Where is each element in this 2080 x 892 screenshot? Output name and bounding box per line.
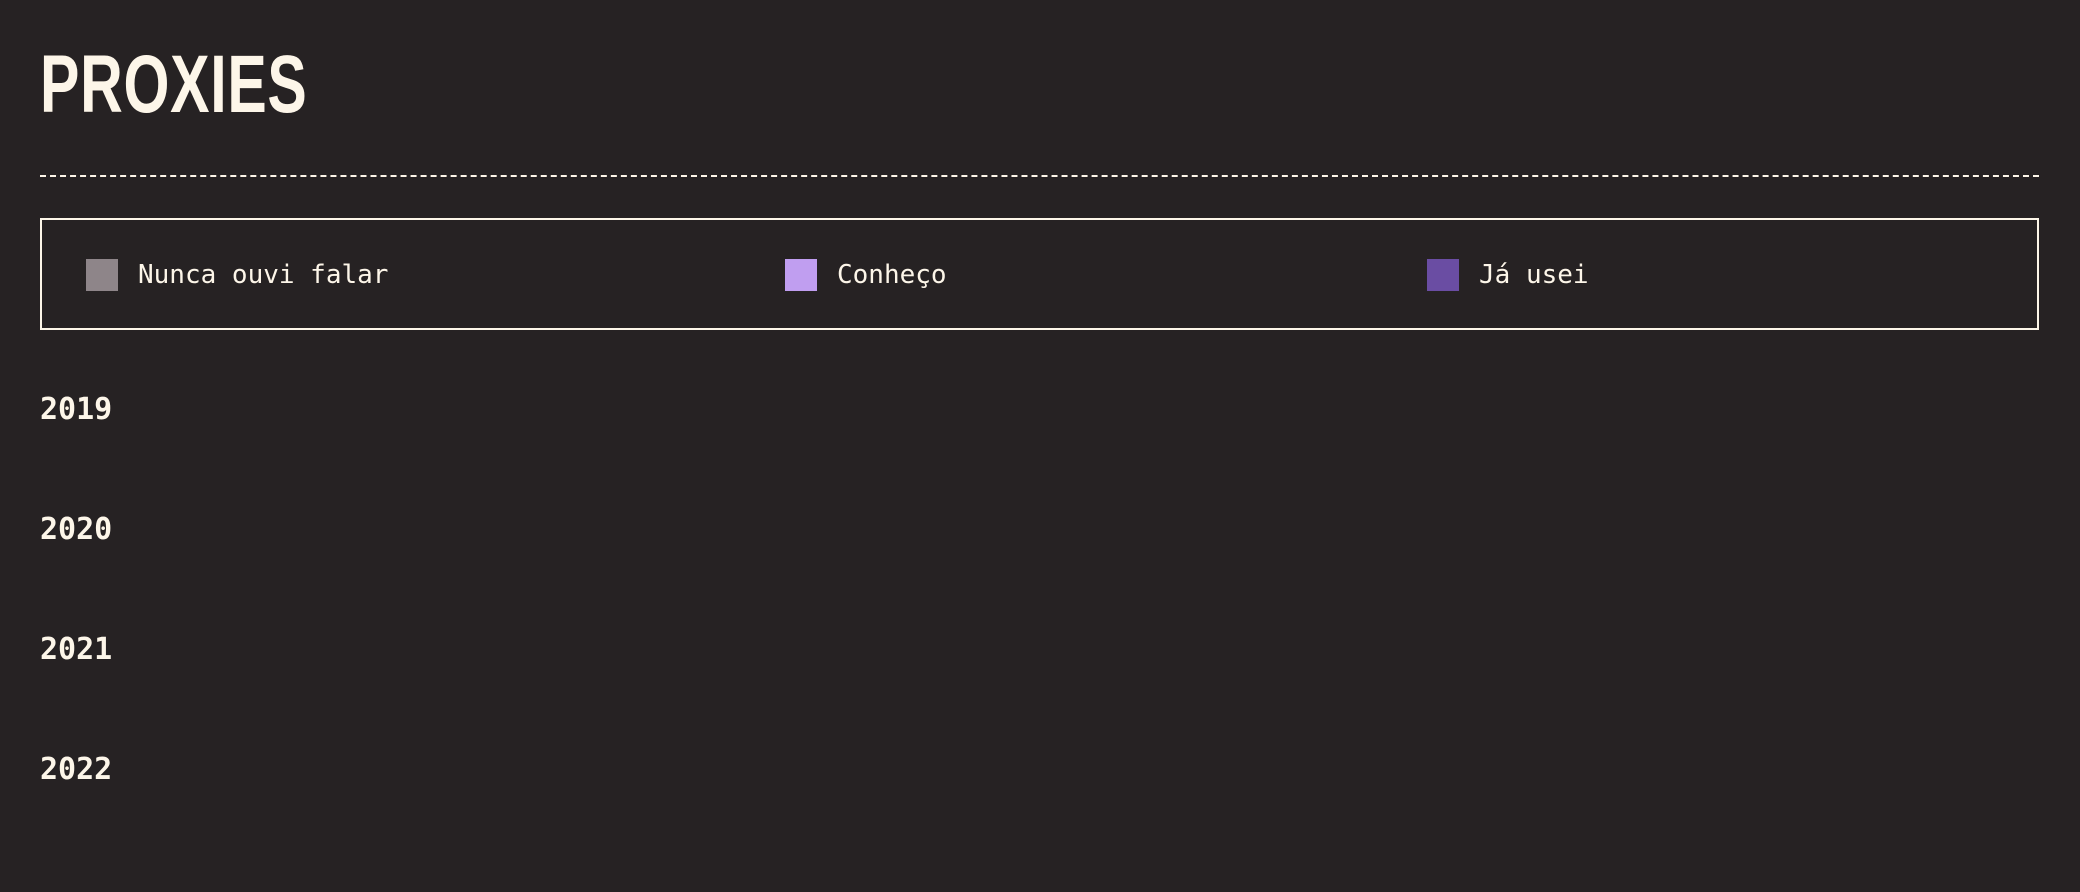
year-label: 2022 bbox=[40, 752, 113, 787]
legend-swatch bbox=[86, 259, 118, 291]
divider bbox=[40, 175, 2039, 177]
legend-item: Conheço bbox=[785, 259, 947, 291]
legend: Nunca ouvi falar Conheço Já usei bbox=[40, 218, 2039, 330]
legend-item: Nunca ouvi falar bbox=[86, 259, 388, 291]
legend-item: Já usei bbox=[1427, 259, 1589, 291]
legend-label: Já usei bbox=[1479, 260, 1589, 290]
legend-swatch bbox=[1427, 259, 1459, 291]
year-label: 2021 bbox=[40, 632, 113, 667]
legend-label: Nunca ouvi falar bbox=[138, 260, 389, 290]
year-label: 2019 bbox=[40, 392, 113, 427]
legend-label: Conheço bbox=[837, 260, 947, 290]
year-label: 2020 bbox=[40, 512, 113, 547]
legend-swatch bbox=[785, 259, 817, 291]
page-title: PROXIES bbox=[40, 39, 308, 130]
